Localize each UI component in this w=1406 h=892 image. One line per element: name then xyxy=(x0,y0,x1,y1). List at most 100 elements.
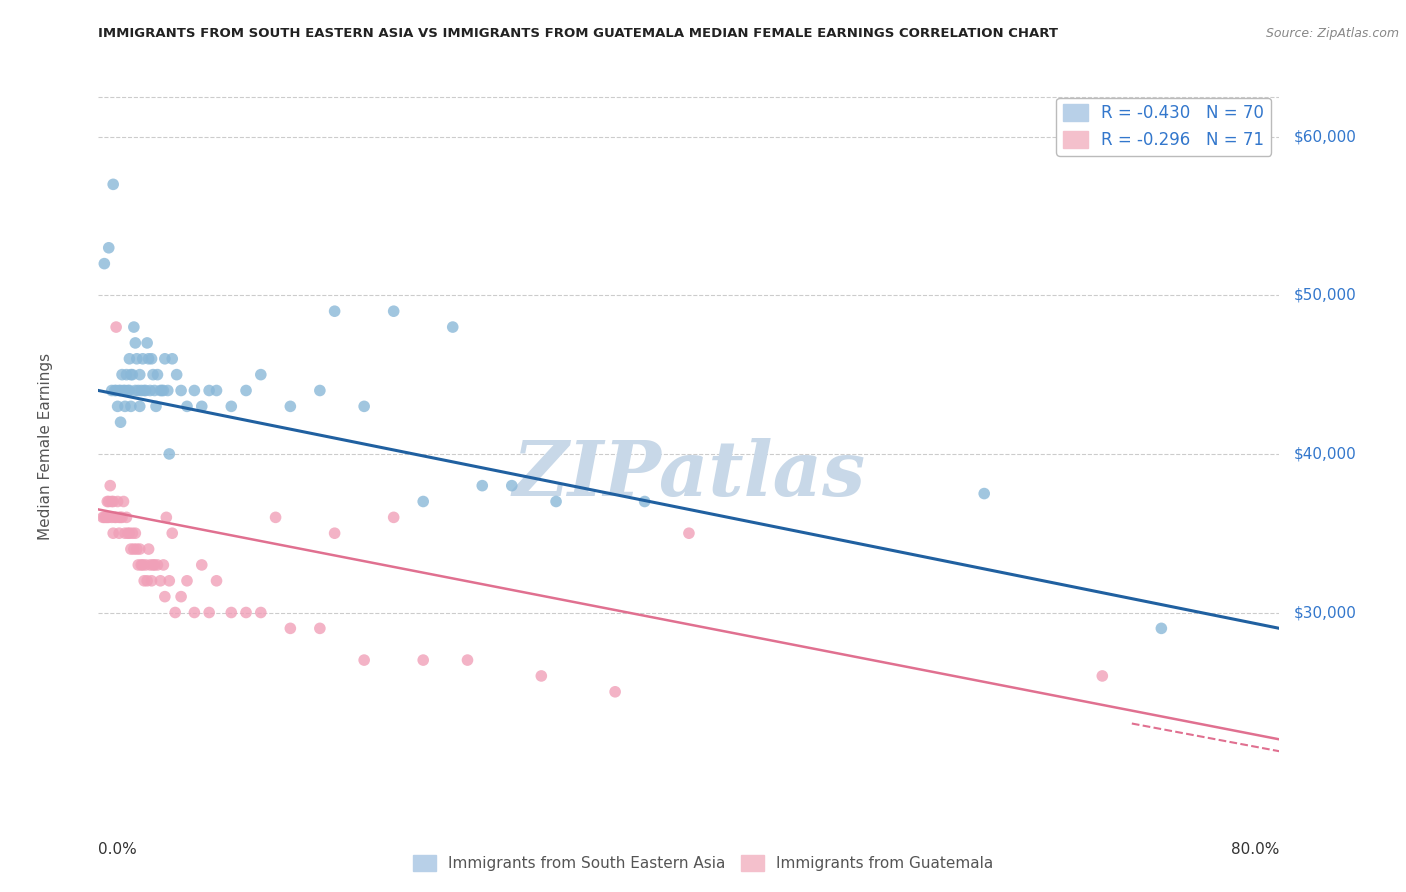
Point xyxy=(91,510,114,524)
Point xyxy=(108,526,131,541)
Point xyxy=(103,494,125,508)
Text: 80.0%: 80.0% xyxy=(1232,842,1279,857)
Legend: Immigrants from South Eastern Asia, Immigrants from Guatemala: Immigrants from South Eastern Asia, Immi… xyxy=(406,849,1000,877)
Point xyxy=(170,384,193,398)
Point xyxy=(198,606,221,620)
Point xyxy=(153,590,176,604)
Point xyxy=(530,669,553,683)
Point xyxy=(128,542,150,557)
Text: ZIPatlas: ZIPatlas xyxy=(512,438,866,511)
Point xyxy=(104,384,127,398)
Point xyxy=(134,574,156,588)
Point xyxy=(156,384,179,398)
Point xyxy=(107,494,129,508)
Point xyxy=(235,384,257,398)
Point xyxy=(97,494,120,508)
Point xyxy=(235,606,257,620)
Point xyxy=(264,510,287,524)
Point xyxy=(105,510,128,524)
Point xyxy=(114,400,136,414)
Point xyxy=(544,494,567,508)
Point xyxy=(145,400,167,414)
Point xyxy=(152,558,174,572)
Point xyxy=(100,510,122,524)
Text: Median Female Earnings: Median Female Earnings xyxy=(38,352,53,540)
Point xyxy=(141,574,163,588)
Point xyxy=(105,320,128,334)
Point xyxy=(97,510,120,524)
Point xyxy=(973,486,995,500)
Point xyxy=(142,558,165,572)
Point xyxy=(122,320,145,334)
Point xyxy=(103,526,125,541)
Point xyxy=(96,510,118,524)
Point xyxy=(128,400,150,414)
Point xyxy=(382,304,405,318)
Text: Source: ZipAtlas.com: Source: ZipAtlas.com xyxy=(1265,27,1399,40)
Point xyxy=(135,558,157,572)
Point xyxy=(191,558,214,572)
Point xyxy=(155,510,177,524)
Point xyxy=(142,368,165,382)
Point xyxy=(93,257,115,271)
Point xyxy=(129,558,152,572)
Text: $40,000: $40,000 xyxy=(1294,446,1357,461)
Point xyxy=(250,368,273,382)
Point xyxy=(198,384,221,398)
Point xyxy=(124,384,146,398)
Point xyxy=(117,526,139,541)
Point xyxy=(146,368,169,382)
Point xyxy=(136,335,159,350)
Point xyxy=(1091,669,1114,683)
Point xyxy=(112,384,135,398)
Point xyxy=(105,384,128,398)
Point xyxy=(104,510,127,524)
Point xyxy=(143,384,166,398)
Point xyxy=(121,526,143,541)
Point xyxy=(353,400,375,414)
Point xyxy=(152,384,174,398)
Point xyxy=(135,384,157,398)
Point xyxy=(108,510,131,524)
Point xyxy=(166,368,188,382)
Text: IMMIGRANTS FROM SOUTH EASTERN ASIA VS IMMIGRANTS FROM GUATEMALA MEDIAN FEMALE EA: IMMIGRANTS FROM SOUTH EASTERN ASIA VS IM… xyxy=(98,27,1059,40)
Point xyxy=(136,574,159,588)
Point xyxy=(678,526,700,541)
Point xyxy=(110,415,132,429)
Point xyxy=(141,351,163,366)
Point xyxy=(124,526,146,541)
Point xyxy=(309,621,332,635)
Point xyxy=(219,400,242,414)
Point xyxy=(165,606,187,620)
Point xyxy=(100,494,122,508)
Point xyxy=(115,368,138,382)
Legend: R = -0.430   N = 70, R = -0.296   N = 71: R = -0.430 N = 70, R = -0.296 N = 71 xyxy=(1056,97,1271,155)
Point xyxy=(125,542,148,557)
Point xyxy=(114,384,136,398)
Point xyxy=(111,510,134,524)
Point xyxy=(150,384,173,398)
Text: 0.0%: 0.0% xyxy=(98,842,138,857)
Point xyxy=(118,384,141,398)
Point xyxy=(125,351,148,366)
Point xyxy=(278,400,302,414)
Point xyxy=(153,351,176,366)
Point xyxy=(162,526,183,541)
Point xyxy=(205,384,228,398)
Point xyxy=(353,653,375,667)
Point xyxy=(471,478,494,492)
Point xyxy=(93,510,115,524)
Point xyxy=(118,526,141,541)
Point xyxy=(138,351,160,366)
Point xyxy=(139,384,162,398)
Point xyxy=(191,400,214,414)
Point xyxy=(309,384,332,398)
Point xyxy=(412,653,434,667)
Point xyxy=(100,384,122,398)
Point xyxy=(176,400,198,414)
Point xyxy=(441,320,464,334)
Point xyxy=(111,368,134,382)
Point xyxy=(120,400,142,414)
Point xyxy=(605,685,627,699)
Point xyxy=(219,606,242,620)
